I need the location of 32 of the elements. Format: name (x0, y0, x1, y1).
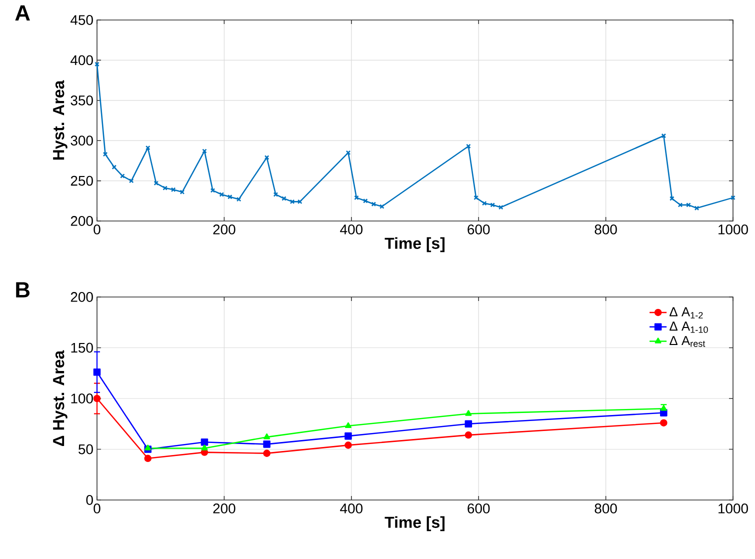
legend-label: Δ A$_{1-2}$ (670, 307, 703, 318)
text: A (15, 5, 30, 21)
y-tick-label: 200 (70, 216, 93, 226)
y-tick-label: 300 (70, 136, 93, 146)
y-tick-label: 50 (78, 444, 93, 454)
text: B (16, 282, 30, 298)
y-tick-label: 400 (70, 55, 93, 66)
x-tick-label: 800 (594, 224, 617, 234)
legend-label: Δ A$_{rest}$ (670, 336, 706, 347)
y-tick-label: 350 (70, 95, 93, 106)
x-tick-label: 200 (213, 504, 236, 514)
x-tick-label: 1000 (718, 224, 748, 234)
y-tick-label: 200 (70, 292, 93, 302)
x-tick-label: 600 (468, 504, 490, 514)
y-tick-label: 0 (86, 495, 93, 505)
x-tick-label: 0 (94, 224, 100, 234)
x-axis-title: Time [s] (384, 516, 444, 532)
x-tick-label: 0 (94, 504, 100, 514)
y-tick-label: 250 (70, 176, 93, 186)
y-axis-title: Hyst. Area (53, 80, 68, 160)
y-tick-label: 150 (71, 342, 93, 353)
x-tick-label: 800 (594, 504, 617, 514)
x-tick-label: 200 (213, 224, 236, 234)
y-tick-label: 100 (71, 394, 93, 404)
y-tick-label: 450 (70, 15, 93, 25)
x-tick-label: 400 (340, 504, 362, 514)
x-tick-label: 1000 (718, 504, 748, 514)
y-axis-title: Δ Hyst. Area (53, 350, 68, 446)
x-tick-label: 400 (340, 224, 362, 234)
x-axis-title: Time [s] (384, 237, 444, 252)
x-tick-label: 600 (468, 224, 490, 234)
legend-label: Δ A$_{1-10}$ (670, 322, 708, 333)
